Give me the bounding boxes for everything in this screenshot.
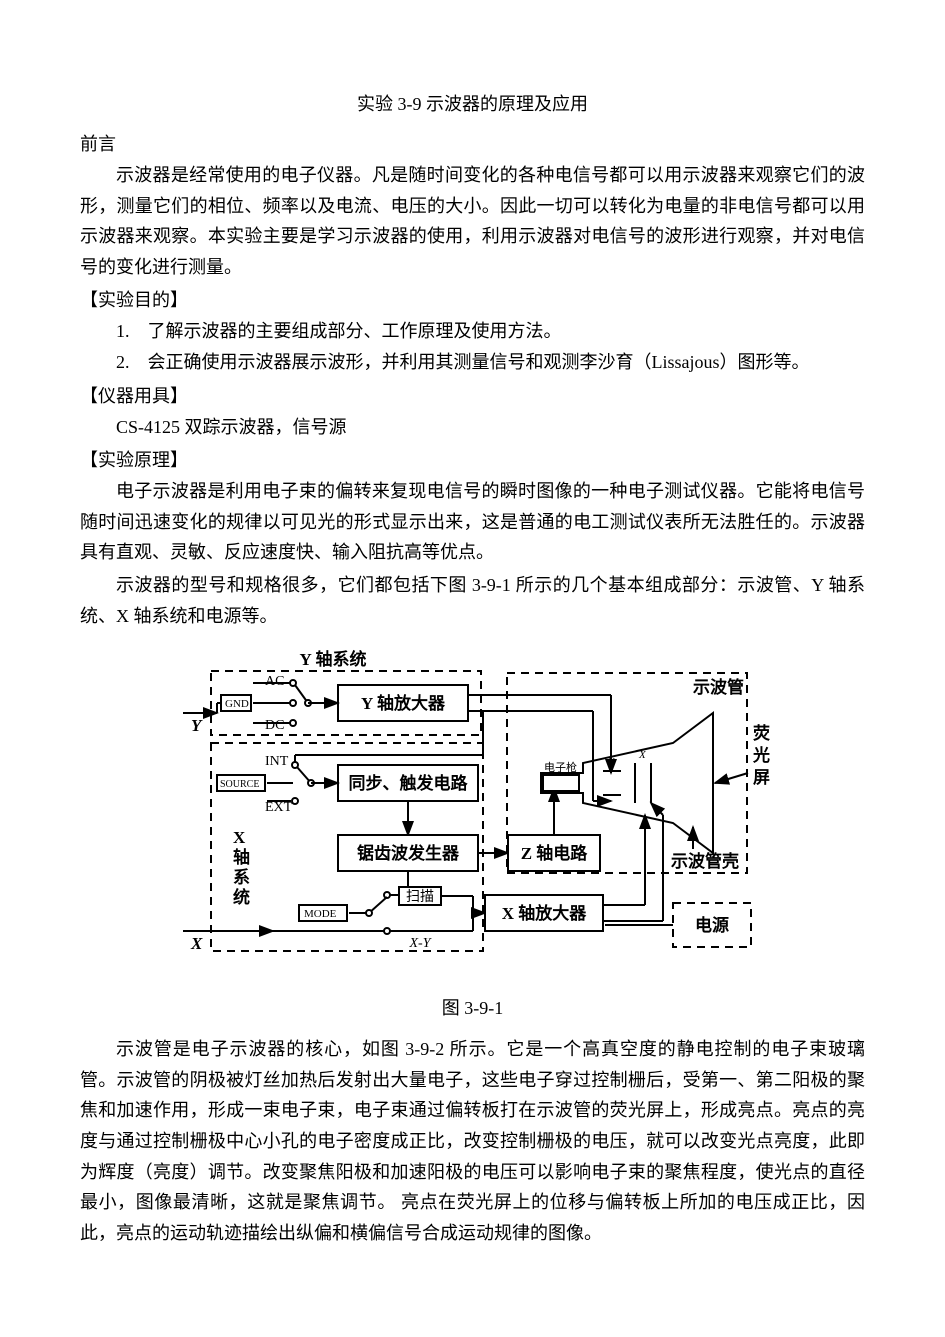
objectives-heading: 【实验目的】 [80,286,865,312]
principle-heading: 【实验原理】 [80,446,865,472]
document-page: 实验 3-9 示波器的原理及应用 前言 示波器是经常使用的电子仪器。凡是随时间变… [0,0,945,1337]
principle-para-2: 示波器的型号和规格很多，它们都包括下图 3-9-1 所示的几个基本组成部分：示波… [80,570,865,631]
label-power: 电源 [695,915,729,935]
label-ext: EXT [265,800,293,815]
label-y-system: Y 轴系统 [299,649,366,669]
label-y-amp: Y 轴放大器 [361,693,446,713]
label-scan: 扫描 [406,889,434,905]
label-saw: 锯齿波发生器 [357,843,460,863]
label-source: SOURCE [220,779,259,790]
block-diagram: Y 轴系统 AC GND DC Y Y 轴放大器 [173,643,773,988]
label-x-amp: X 轴放大器 [501,903,587,923]
principle-para-1: 电子示波器是利用电子束的偏转来复现电信号的瞬时图像的一种电子测试仪器。它能将电信… [80,476,865,568]
equipment-text: CS-4125 双踪示波器，信号源 [116,412,865,443]
label-dc: DC [265,718,284,733]
label-y-plate: Y [608,756,616,768]
crt-paragraph: 示波管是电子示波器的核心，如图 3-9-2 所示。它是一个高真空度的静电控制的电… [80,1034,865,1248]
label-ac: AC [265,674,284,689]
equipment-heading: 【仪器用具】 [80,382,865,408]
page-title: 实验 3-9 示波器的原理及应用 [80,90,865,116]
label-xy: X-Y [408,936,432,951]
preface-paragraph: 示波器是经常使用的电子仪器。凡是随时间变化的各种电信号都可以用示波器来观察它们的… [80,160,865,282]
label-x-plate: X [638,749,647,761]
objective-item-2: 2. 会正确使用示波器展示波形，并利用其测量信号和观测李沙育（Lissajous… [116,347,865,378]
objective-item-1: 1. 了解示波器的主要组成部分、工作原理及使用方法。 [116,316,865,347]
label-tube: 示波管 [693,677,744,697]
label-z-ckt: Z 轴电路 [520,843,588,863]
label-sync: 同步、触发电路 [348,773,468,793]
label-mode: MODE [304,908,337,920]
label-screen: 荧 光 屏 [752,723,773,787]
label-shell: 示波管壳 [671,851,739,871]
label-x-system: X 轴 系 统 [233,828,254,907]
preface-heading: 前言 [80,130,865,156]
diagram-caption: 图 3-9-1 [80,994,865,1020]
label-gun: 电子枪 [544,760,577,774]
label-y-input: Y [191,716,203,735]
label-x-input: X [190,934,203,953]
label-gnd: GND [225,698,249,710]
label-int: INT [265,754,289,769]
